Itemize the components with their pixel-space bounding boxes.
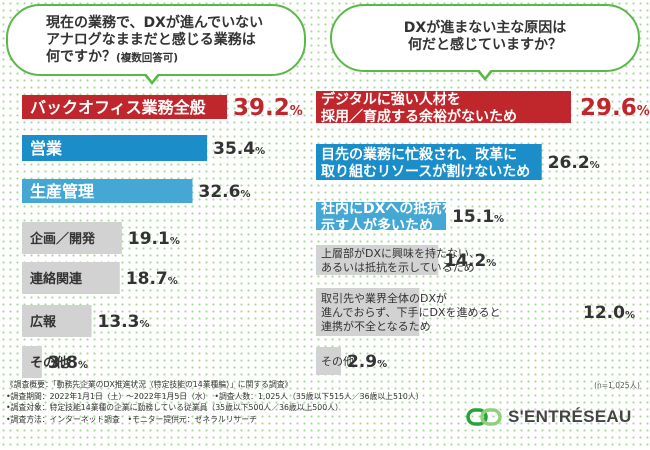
value-label: 2.9% bbox=[347, 352, 387, 372]
value-label: 14.2% bbox=[444, 251, 496, 271]
value-label: 3.8% bbox=[48, 353, 88, 373]
bar bbox=[22, 305, 92, 337]
value-label: 29.6% bbox=[580, 95, 650, 121]
footnote-line: •調査対象：特定技能14業種の企業に勤務している従業員（35歳以下500人／36… bbox=[6, 403, 343, 412]
category-label: その他 bbox=[321, 355, 354, 368]
footnote-line: •調査方法：インターネット調査 •モニター提供元：ゼネラルリサーチ bbox=[6, 414, 257, 424]
value-label: 35.4% bbox=[213, 139, 265, 159]
bar bbox=[316, 288, 420, 336]
category-label: 進んでおらず、下手にDXを進めると bbox=[321, 305, 500, 319]
sample-size: (n=1,025人) bbox=[594, 381, 640, 390]
logo-text: S'ENTRÉSEAU bbox=[508, 407, 632, 426]
category-label: 目先の業務に忙殺され、改革に bbox=[321, 146, 517, 163]
category-label: あるいは抵抗を示しているため bbox=[321, 260, 475, 274]
category-label: デジタルに強い人材を bbox=[321, 91, 461, 108]
category-label: 示す人が多いため bbox=[321, 217, 433, 234]
left-question-line: 何ですか？ bbox=[46, 49, 116, 65]
category-label: 連携が不全となるため bbox=[321, 319, 431, 333]
right-question-line: DXが進まない主な原因は bbox=[403, 20, 567, 36]
survey-footnotes: 《調査概要：「動務先企業のDX推進状況（特定技能の14業種編）」に関する調査》 … bbox=[6, 379, 423, 425]
value-label: 19.1% bbox=[128, 229, 180, 249]
bubble-tail bbox=[476, 68, 494, 81]
category-label: 生産管理 bbox=[30, 182, 94, 201]
bar bbox=[22, 262, 120, 294]
bar-charts: バックオフィス業務全般 39.2% 営業 35.4% 生産管理 32.6% 企画／開発 19.… bbox=[22, 91, 650, 378]
value-label: 15.1% bbox=[452, 207, 504, 227]
category-label: 採用／育成する余裕がないため bbox=[321, 108, 517, 125]
category-label: 営業 bbox=[30, 139, 63, 158]
category-label: バックオフィス業務全般 bbox=[30, 98, 206, 117]
left-question-line: アナログなままだと感じる業務は bbox=[46, 32, 256, 48]
footnote-line: 《調査概要：「動務先企業のDX推進状況（特定技能の14業種編）」に関する調査》 bbox=[6, 380, 293, 389]
chain-link-icon bbox=[466, 408, 502, 426]
category-label: 社内にDXへの抵抗を bbox=[320, 200, 455, 217]
bar bbox=[22, 135, 208, 161]
value-label: 13.3% bbox=[98, 312, 150, 332]
bar bbox=[316, 144, 542, 180]
value-label: 39.2% bbox=[233, 95, 303, 121]
left-question-line: 現在の業務で、DXが進んでいない bbox=[46, 15, 264, 31]
bar bbox=[22, 179, 193, 203]
right-question-text: DXが進まない主な原因は 何だと感じていますか？ bbox=[332, 20, 638, 54]
category-label: 上層部がDXに興味を持たない、 bbox=[321, 246, 480, 260]
left-question-bubble: 現在の業務で、DXが進んでいない アナログなままだと感じる業務は 何ですか？(複… bbox=[6, 4, 306, 85]
bar bbox=[316, 347, 341, 375]
value-label: 12.0% bbox=[583, 303, 635, 323]
value-label: 18.7% bbox=[126, 269, 178, 289]
right-question-line: 何だと感じていますか？ bbox=[408, 37, 562, 53]
category-label: その他 bbox=[30, 355, 69, 371]
category-label: 連絡関連 bbox=[30, 271, 83, 287]
bar bbox=[22, 346, 42, 378]
value-label: 26.2% bbox=[548, 153, 600, 173]
right-question-bubble: DXが進まない主な原因は 何だと感じていますか？ bbox=[330, 4, 640, 81]
category-label: 企画／開発 bbox=[29, 231, 96, 247]
category-label: 広報 bbox=[30, 314, 57, 330]
bar bbox=[316, 91, 571, 123]
left-question-note: (複数回答可) bbox=[116, 52, 179, 64]
category-label: 取引先や業界全体のDXが bbox=[321, 291, 447, 305]
bar bbox=[316, 202, 447, 230]
bar bbox=[316, 245, 439, 275]
brand-logo: S'ENTRÉSEAU bbox=[466, 406, 632, 428]
category-label: 取り組むリソースが割けないため bbox=[321, 163, 530, 180]
value-label: 32.6% bbox=[198, 182, 250, 202]
bar bbox=[22, 222, 122, 254]
left-question-text: 現在の業務で、DXが進んでいない アナログなままだと感じる業務は 何ですか？(複… bbox=[46, 15, 263, 67]
bar bbox=[22, 95, 227, 119]
footnote-line: •調査期間：2022年1月1日（土）～2022年1月5日（水） •調査人数：1,… bbox=[6, 391, 424, 401]
bubble-tail bbox=[143, 72, 161, 85]
